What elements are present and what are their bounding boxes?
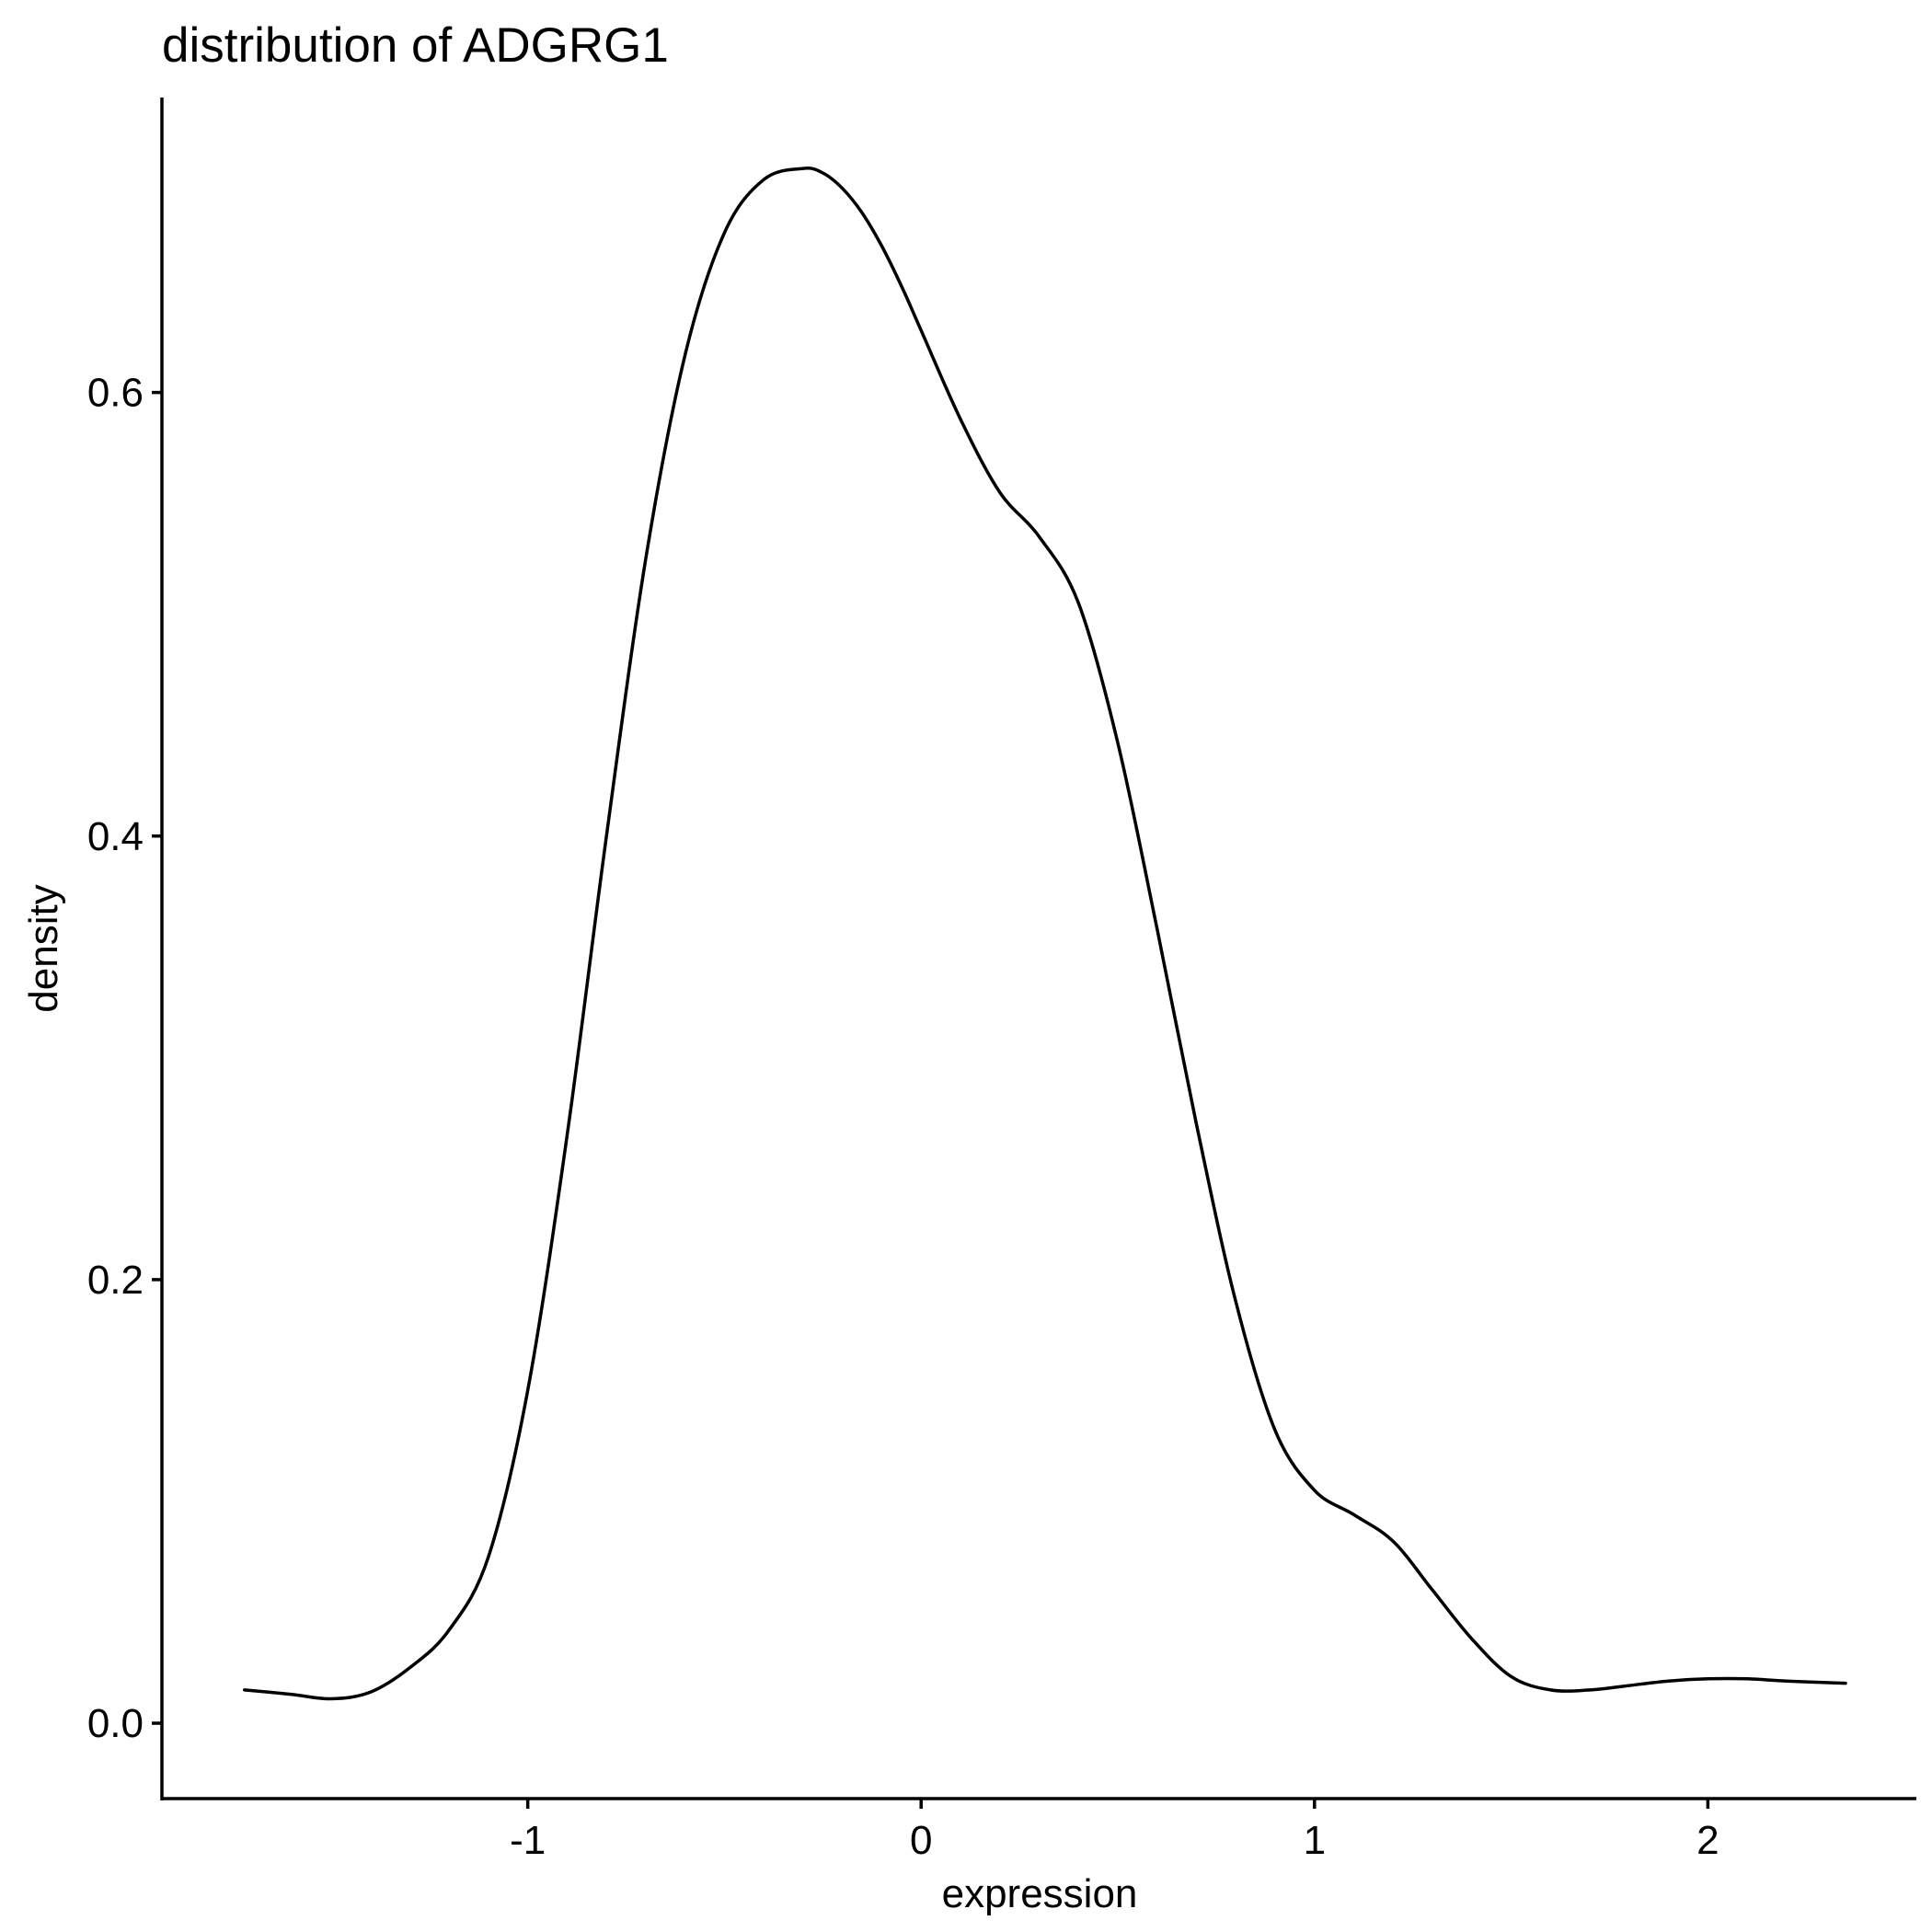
y-tick-label: 0.4 <box>87 814 144 859</box>
density-curve <box>243 167 1847 1701</box>
y-axis-title: density <box>21 884 66 1012</box>
x-tick-label: 2 <box>1696 1818 1719 1863</box>
y-tick-label: 0.0 <box>87 1701 144 1746</box>
y-axis-ticks: 0.0 0.2 0.4 0.6 <box>87 371 162 1746</box>
chart-title: distribution of ADGRG1 <box>162 18 669 73</box>
x-tick-label: -1 <box>510 1818 546 1863</box>
x-axis-title: expression <box>942 1871 1138 1916</box>
x-tick-label: 0 <box>910 1818 932 1863</box>
y-tick-label: 0.6 <box>87 371 144 416</box>
y-tick-label: 0.2 <box>87 1258 144 1303</box>
plot-area <box>243 167 1847 1701</box>
x-axis-ticks: -1 0 1 2 <box>510 1799 1719 1863</box>
x-tick-label: 1 <box>1304 1818 1326 1863</box>
